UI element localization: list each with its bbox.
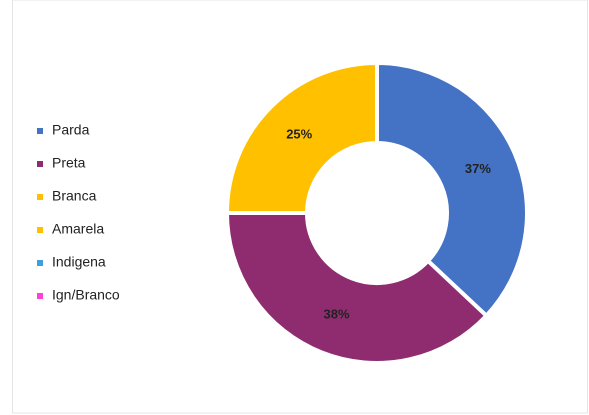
legend-label: Ign/Branco — [52, 287, 120, 303]
legend-label: Indigena — [52, 254, 106, 270]
legend-label: Amarela — [52, 221, 104, 237]
legend-label: Preta — [52, 155, 86, 171]
donut-slice — [224, 60, 379, 215]
donut-slice — [375, 60, 529, 319]
slice-label: 37% — [465, 161, 491, 176]
legend-swatch — [37, 194, 43, 200]
legend-swatch — [37, 227, 43, 233]
slice-label: 25% — [286, 127, 312, 142]
donut-slice — [224, 211, 490, 365]
slice-label: 38% — [323, 307, 349, 322]
legend-label: Parda — [52, 122, 90, 138]
legend-swatch — [37, 161, 43, 167]
legend-swatch — [37, 293, 43, 299]
legend-swatch — [37, 260, 43, 266]
legend-label: Branca — [52, 188, 97, 204]
legend-swatch — [37, 128, 43, 134]
